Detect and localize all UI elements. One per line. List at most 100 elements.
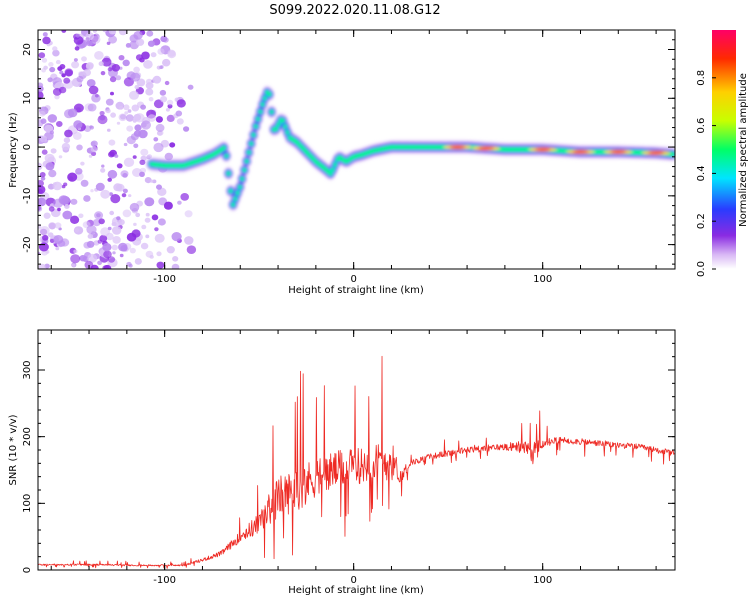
noise-speckle [71,263,76,267]
noise-speckle [160,96,168,103]
snr-frame [37,329,676,571]
noise-speckle [108,30,116,35]
noise-speckle [110,194,121,204]
colorbar-tick-label: 0.2 [696,213,707,229]
noise-speckle [119,253,124,258]
ridge-cell [231,202,235,207]
noise-speckle [62,210,73,220]
noise-speckle [155,116,163,123]
noise-speckle [58,155,63,159]
noise-speckle [155,123,165,132]
noise-speckle [165,108,170,112]
noise-speckle [97,260,102,265]
noise-speckle [154,233,165,243]
noise-speckle [98,61,104,67]
noise-speckle [133,222,137,226]
ridge-cell [254,124,258,129]
noise-speckle [103,250,112,259]
noise-speckle [112,251,116,255]
noise-speckle [99,234,108,243]
noise-speckle [70,198,78,205]
noise-speckle [176,118,184,125]
noise-speckle [42,234,49,241]
noise-speckle [167,50,177,59]
noise-speckle [107,256,116,263]
noise-speckle [159,89,167,96]
noise-speckle [83,69,91,77]
ridge-cell [258,109,263,114]
noise-speckle [70,215,80,224]
noise-speckle [153,99,164,109]
noise-speckle [40,176,46,181]
noise-speckle [86,40,93,47]
noise-speckle [112,236,121,244]
noise-speckle [74,46,80,51]
spectrogram-image [38,30,675,269]
noise-speckle [162,37,169,43]
ridge-cell [276,122,281,127]
snr-axes: -100 0 100 0 100 200 300 [22,329,675,586]
snr-xlabel: Height of straight line (km) [288,585,424,596]
noise-speckle [75,168,83,175]
x-tick-label: 0 [350,575,356,586]
noise-speckle [147,40,155,47]
noise-speckle [86,225,97,235]
noise-speckle [140,242,149,250]
noise-speckle [126,125,134,132]
noise-speckle [101,57,112,67]
noise-speckle [131,104,140,112]
noise-speckle [139,171,145,177]
noise-speckle [110,91,114,96]
noise-speckle [97,114,108,125]
noise-speckle [108,151,115,158]
noise-speckle [101,164,105,168]
noise-speckle [58,195,69,205]
noise-speckle [148,97,154,102]
noise-speckle [76,75,84,83]
x-tick-label: -100 [153,274,176,285]
noise-speckle [134,84,140,90]
noise-speckle [87,103,97,112]
noise-speckle [159,65,163,70]
noise-speckle [119,105,124,110]
noise-speckle [133,130,142,137]
noise-speckle [80,161,85,166]
noise-speckle [100,189,111,199]
noise-speckle [75,33,81,38]
noise-speckle [135,212,141,218]
noise-speckle [88,154,93,158]
noise-speckle [78,213,84,219]
noise-speckle [166,99,174,106]
noise-speckle [184,210,193,218]
ridge-peak [572,150,589,154]
noise-speckle [108,139,116,146]
noise-speckle [43,212,51,219]
y-tick-label: 0 [22,144,33,150]
noise-speckle [38,263,46,269]
x-tick-label: 100 [533,274,552,285]
noise-speckle [64,69,73,77]
noise-speckle [147,114,156,122]
noise-speckle [87,253,98,263]
noise-speckle [140,148,149,156]
noise-speckle [47,114,57,123]
noise-speckle [116,163,123,169]
noise-speckle [166,114,175,122]
noise-speckle [120,245,128,252]
noise-speckle [38,52,46,59]
figure-title: S099.2022.020.11.08.G12 [269,3,440,18]
noise-speckle [145,212,150,217]
noise-speckle [94,51,104,60]
colorbar-tick-label: 0.0 [696,261,707,277]
noise-speckle [116,121,121,125]
noise-speckle [153,142,164,153]
ridge-peak [478,146,494,150]
noise-speckle [110,112,116,118]
noise-speckle [90,189,94,193]
colorbar-tick-label: 0.6 [696,118,707,134]
colorbar-ticks: 0.0 0.2 0.4 0.6 0.8 [696,70,716,277]
spectrogram-ylabel: Frequency (Hz) [8,112,19,188]
noise-speckle [73,58,78,62]
noise-speckle [83,195,91,202]
noise-speckle [122,59,130,67]
